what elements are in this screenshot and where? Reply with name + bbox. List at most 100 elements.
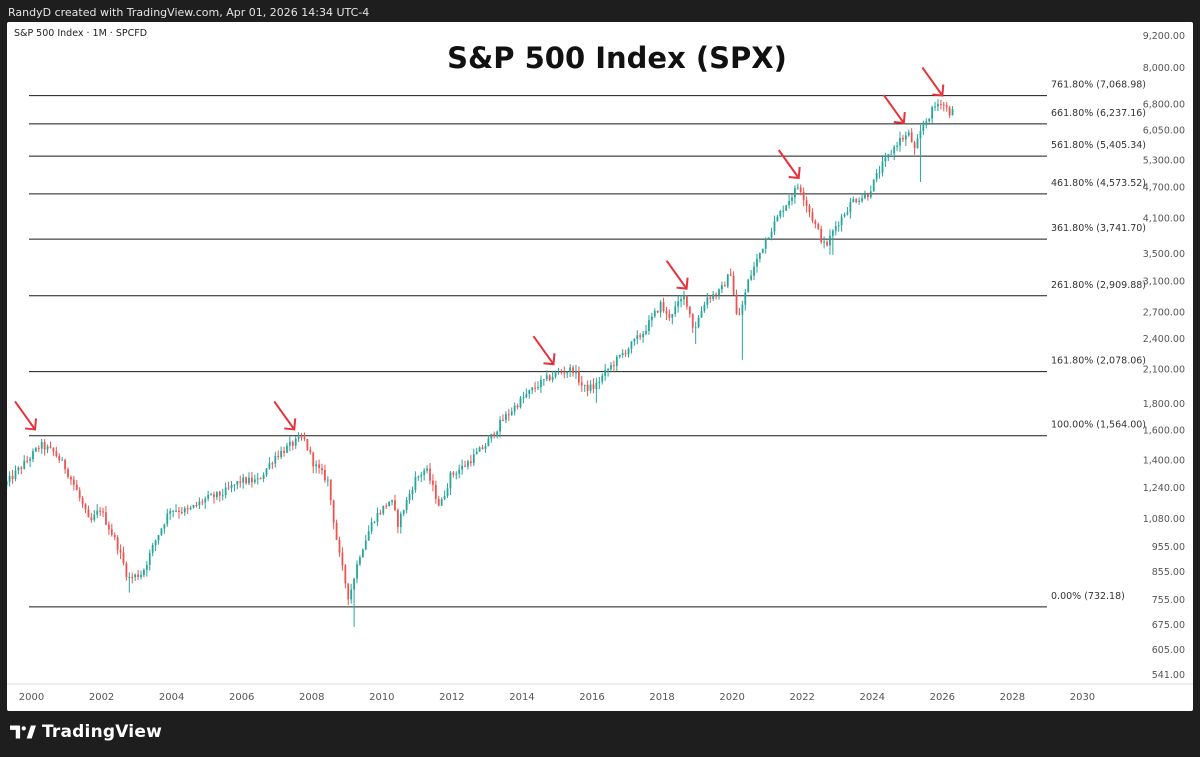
candle-body-136 bbox=[402, 510, 405, 514]
candle-body-246 bbox=[723, 285, 726, 287]
candle-body-259 bbox=[761, 248, 764, 253]
x-tick-label-3: 2006 bbox=[229, 692, 254, 703]
candle-body-2 bbox=[11, 475, 14, 479]
chart-panel[interactable]: S&P 500 Index (SPX) S&P 500 Index · 1M ·… bbox=[7, 22, 1193, 711]
candle-body-119 bbox=[353, 578, 356, 590]
candle-body-266 bbox=[782, 210, 785, 212]
candle-body-205 bbox=[604, 369, 607, 376]
candle-body-280 bbox=[823, 241, 826, 243]
candle-body-1 bbox=[8, 475, 11, 482]
y-tick-label-3: 6,050.00 bbox=[1143, 126, 1185, 137]
candle-body-91 bbox=[271, 463, 274, 465]
candle-body-242 bbox=[712, 294, 715, 299]
fib-levels: 761.80% (7,068.98) 661.80% (6,237.16) 561.… bbox=[29, 80, 1146, 608]
candle-body-87 bbox=[259, 478, 262, 480]
candle-body-40 bbox=[122, 552, 125, 564]
y-tick-label-17: 955.00 bbox=[1152, 542, 1185, 553]
candle-body-94 bbox=[280, 450, 283, 457]
x-tick-label-15: 2030 bbox=[1070, 692, 1095, 703]
candle-body-284 bbox=[834, 226, 837, 231]
arrow-shaft-4 bbox=[777, 149, 800, 179]
candle-body-165 bbox=[487, 438, 490, 447]
candle-body-318 bbox=[934, 106, 936, 108]
candle-body-73 bbox=[218, 491, 221, 496]
candle-body-299 bbox=[878, 172, 881, 174]
candle-body-67 bbox=[201, 501, 204, 503]
candle-body-11 bbox=[37, 448, 40, 450]
candle-body-308 bbox=[904, 135, 907, 140]
candle-body-222 bbox=[653, 310, 656, 317]
price-chart[interactable]: S&P 500 Index (SPX) S&P 500 Index · 1M ·… bbox=[7, 22, 1193, 711]
footer-brand: TradingView bbox=[10, 722, 162, 742]
candle-body-245 bbox=[721, 285, 723, 290]
arrow-shaft-6 bbox=[921, 66, 944, 97]
candle-body-148 bbox=[437, 498, 440, 506]
candle-body-78 bbox=[233, 484, 236, 486]
candle-body-101 bbox=[300, 436, 303, 438]
candle-body-241 bbox=[709, 297, 712, 299]
candle-body-34 bbox=[105, 512, 107, 525]
candle-body-62 bbox=[186, 508, 189, 510]
y-tick-label-13: 1,600.00 bbox=[1143, 426, 1185, 437]
candle-body-258 bbox=[758, 252, 761, 259]
candle-body-216 bbox=[636, 335, 639, 340]
candle-body-100 bbox=[297, 436, 300, 439]
candle-body-289 bbox=[849, 202, 852, 213]
arrow-head-3 bbox=[676, 277, 689, 290]
candle-body-292 bbox=[858, 200, 861, 203]
candle-body-10 bbox=[34, 448, 37, 452]
y-tick-label-0: 9,200.00 bbox=[1143, 31, 1185, 42]
candle-body-42 bbox=[128, 576, 131, 578]
candle-body-248 bbox=[729, 274, 732, 276]
candle-body-105 bbox=[312, 452, 315, 467]
candle-body-227 bbox=[668, 313, 671, 318]
candle-body-89 bbox=[265, 468, 268, 475]
arrows bbox=[14, 66, 945, 431]
y-tick-label-15: 1,240.00 bbox=[1143, 483, 1185, 494]
candle-body-64 bbox=[192, 504, 195, 508]
candle-body-56 bbox=[169, 511, 172, 514]
arrow-shaft-2 bbox=[532, 335, 555, 365]
candle-body-111 bbox=[329, 479, 332, 501]
candle-body-268 bbox=[788, 200, 790, 206]
candle-body-288 bbox=[846, 212, 849, 215]
candle-body-276 bbox=[811, 212, 814, 221]
candle-body-160 bbox=[472, 454, 475, 464]
candle-body-77 bbox=[230, 485, 233, 489]
candle-body-253 bbox=[744, 292, 747, 305]
candle-body-185 bbox=[545, 375, 548, 380]
candle-body-307 bbox=[902, 137, 904, 140]
candle-body-281 bbox=[826, 241, 828, 246]
candle-body-49 bbox=[148, 553, 151, 565]
candle-body-193 bbox=[569, 367, 572, 373]
candle-body-96 bbox=[286, 445, 288, 453]
candle-body-132 bbox=[391, 500, 393, 502]
candle-body-231 bbox=[680, 299, 682, 302]
y-tick-label-1: 8,000.00 bbox=[1143, 63, 1185, 74]
candle-body-244 bbox=[718, 289, 720, 296]
candle-body-230 bbox=[677, 301, 680, 307]
candle-body-282 bbox=[829, 235, 831, 246]
y-tick-label-19: 755.00 bbox=[1152, 595, 1185, 606]
time-axis: 2000 2002 2004 2006 2008 2010 2012 2014 2016 2018… bbox=[7, 683, 1193, 703]
candle-body-293 bbox=[861, 198, 863, 201]
candle-body-295 bbox=[866, 194, 869, 198]
candle-body-126 bbox=[373, 521, 376, 523]
candle-body-181 bbox=[534, 387, 537, 389]
candle-body-45 bbox=[137, 574, 139, 578]
candle-body-81 bbox=[242, 477, 245, 483]
candle-body-200 bbox=[589, 384, 592, 391]
candle-body-50 bbox=[151, 545, 154, 554]
y-tick-label-9: 2,700.00 bbox=[1143, 308, 1185, 319]
candle-body-198 bbox=[583, 384, 586, 386]
candle-body-18 bbox=[58, 456, 61, 461]
candle-body-55 bbox=[166, 513, 169, 525]
candle-body-311 bbox=[913, 142, 916, 149]
candle-body-130 bbox=[385, 505, 388, 507]
candle-body-99 bbox=[294, 438, 297, 446]
candle-body-156 bbox=[461, 465, 464, 470]
y-tick-label-5: 4,700.00 bbox=[1143, 183, 1185, 194]
candle-body-274 bbox=[805, 200, 808, 206]
candle-body-202 bbox=[595, 382, 598, 389]
candle-body-143 bbox=[423, 470, 426, 475]
